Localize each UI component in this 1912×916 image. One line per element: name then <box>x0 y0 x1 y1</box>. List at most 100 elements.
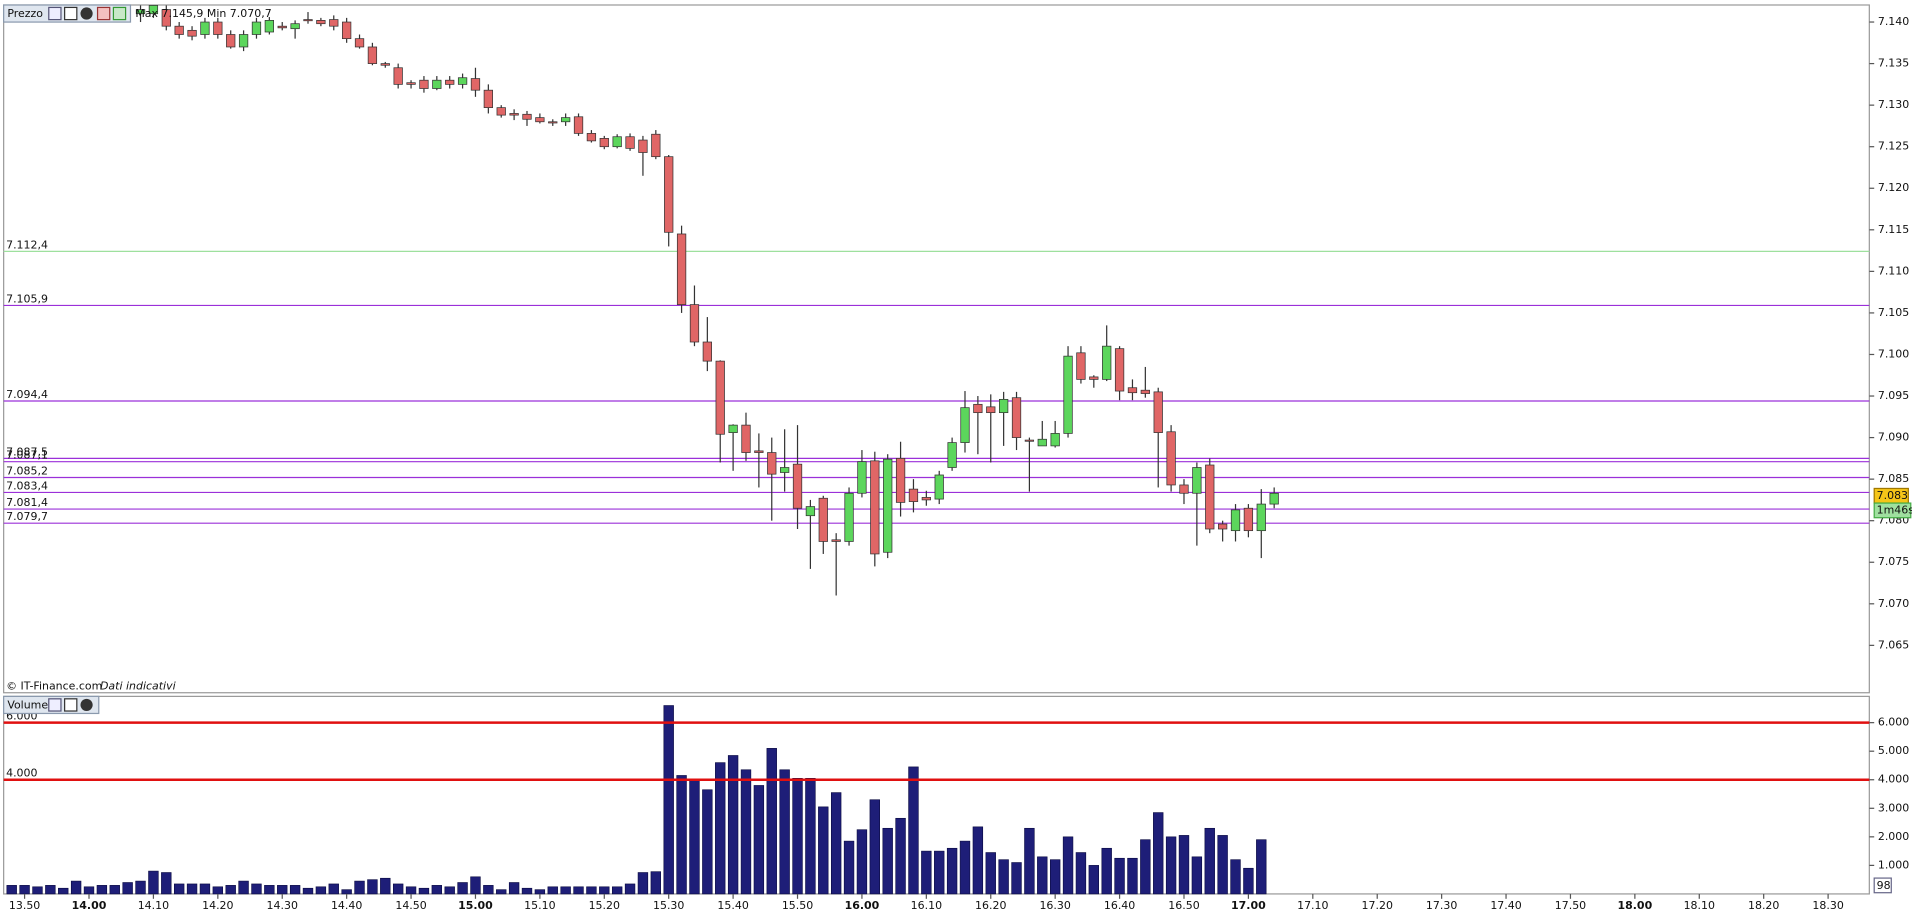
volume-bar <box>624 883 636 895</box>
level-label: 7.105,9 <box>6 292 48 305</box>
volume-bar <box>457 882 468 895</box>
volume-bar <box>225 885 236 895</box>
timer: 1m46s <box>1877 503 1912 516</box>
level-label: 7.094,4 <box>6 388 48 401</box>
candle-body <box>561 117 571 123</box>
x-tick-label: 18.20 <box>1748 899 1779 912</box>
x-tick-label: 18.30 <box>1812 899 1843 912</box>
volume-bar <box>251 883 262 895</box>
volume-bar <box>985 852 996 895</box>
candle-body <box>1127 387 1138 394</box>
volume-bar <box>405 886 417 895</box>
x-tick-label: 15.50 <box>782 899 813 912</box>
x-tick-label: 14.10 <box>138 899 169 912</box>
candle-body <box>625 136 635 149</box>
volume-bar <box>109 885 120 895</box>
candle-body <box>921 497 931 501</box>
up-button[interactable] <box>112 6 127 21</box>
x-tick-label: 15.10 <box>524 899 555 912</box>
y-tick-label: 7.085 <box>1878 472 1909 485</box>
y-tick-label: 7.090 <box>1878 431 1909 444</box>
volume-bar <box>392 883 404 895</box>
candle-body <box>187 29 197 37</box>
settings-button[interactable] <box>48 698 62 712</box>
y-tick-label: 7.115 <box>1878 223 1909 236</box>
volume-bar <box>508 882 520 895</box>
level-label: 7.079,7 <box>6 510 48 523</box>
candle-body <box>1166 431 1176 486</box>
candle-body <box>1089 376 1099 380</box>
volume-bar <box>908 766 919 895</box>
candle-body <box>393 67 403 85</box>
volume-bar <box>856 829 868 895</box>
candle-body <box>445 79 455 85</box>
volume-bar <box>238 880 249 895</box>
volume-bar <box>650 871 662 895</box>
candle-body <box>264 20 274 33</box>
volume-bar <box>96 885 108 895</box>
candle-body <box>947 442 957 468</box>
candle-body <box>406 82 416 85</box>
close-button[interactable] <box>80 7 93 20</box>
x-tick-label: 14.50 <box>395 899 426 912</box>
y-tick-label: 7.070 <box>1878 597 1909 610</box>
volume-bar <box>1243 867 1254 895</box>
candle-body <box>1243 507 1254 532</box>
x-tick-label: 16.30 <box>1039 899 1070 912</box>
candle-body <box>457 77 468 85</box>
candle-body <box>470 78 481 91</box>
candle-body <box>548 121 558 124</box>
maximize-button[interactable] <box>64 6 78 21</box>
x-tick-label: 17.50 <box>1555 899 1586 912</box>
candle-body <box>290 23 300 30</box>
x-tick-label: 17.10 <box>1297 899 1328 912</box>
volume-bar <box>161 872 172 895</box>
volume-bar <box>1178 835 1190 895</box>
volume-bar <box>830 792 842 895</box>
candle-body <box>1140 389 1150 394</box>
x-tick-label: 14.40 <box>331 899 362 912</box>
level-label: 4.000 <box>6 767 37 780</box>
candle-body <box>573 116 584 134</box>
volume-bar <box>186 883 198 895</box>
badge-box <box>1873 877 1892 894</box>
y-tick-label: 7.065 <box>1878 638 1909 651</box>
x-tick-label: 17.30 <box>1426 899 1457 912</box>
source: © IT-Finance.com <box>6 680 102 693</box>
settings-button[interactable] <box>48 6 62 21</box>
close-button[interactable] <box>80 698 93 712</box>
level-label: 7.087,5 <box>6 445 48 458</box>
candle-body <box>238 34 249 48</box>
remove-button[interactable] <box>96 6 111 21</box>
volume-bar <box>58 887 69 895</box>
candle-body <box>226 34 236 48</box>
level-label: 7.112,4 <box>6 238 48 251</box>
y-tick-label: 7.120 <box>1878 181 1909 194</box>
candle-body <box>715 360 725 435</box>
volume-bar <box>959 840 971 895</box>
candle-body <box>1037 438 1047 447</box>
candle-body <box>1011 397 1022 438</box>
volume-bar <box>341 889 352 895</box>
volume-bar <box>1037 856 1048 895</box>
x-tick-label: 16.50 <box>1168 899 1199 912</box>
x-tick-label: 13.50 <box>9 899 40 912</box>
volume-bar <box>534 889 546 895</box>
maximize-button[interactable] <box>64 698 78 712</box>
volume-bar <box>1101 847 1112 895</box>
x-tick-label: 14.20 <box>202 899 233 912</box>
x-tick-label: 17.20 <box>1362 899 1393 912</box>
candle-body <box>960 407 970 443</box>
volume-bar <box>934 850 945 895</box>
volume-bar <box>547 886 558 895</box>
candle-body <box>1218 523 1228 530</box>
candle-body <box>251 21 262 35</box>
volume-bar <box>818 806 829 895</box>
volume-bar <box>1114 857 1125 895</box>
volume-bar <box>148 870 159 895</box>
volume-bar <box>1153 812 1164 895</box>
candle-body <box>432 79 442 89</box>
x-tick-label: 16.40 <box>1104 899 1135 912</box>
candle-body <box>702 341 712 362</box>
